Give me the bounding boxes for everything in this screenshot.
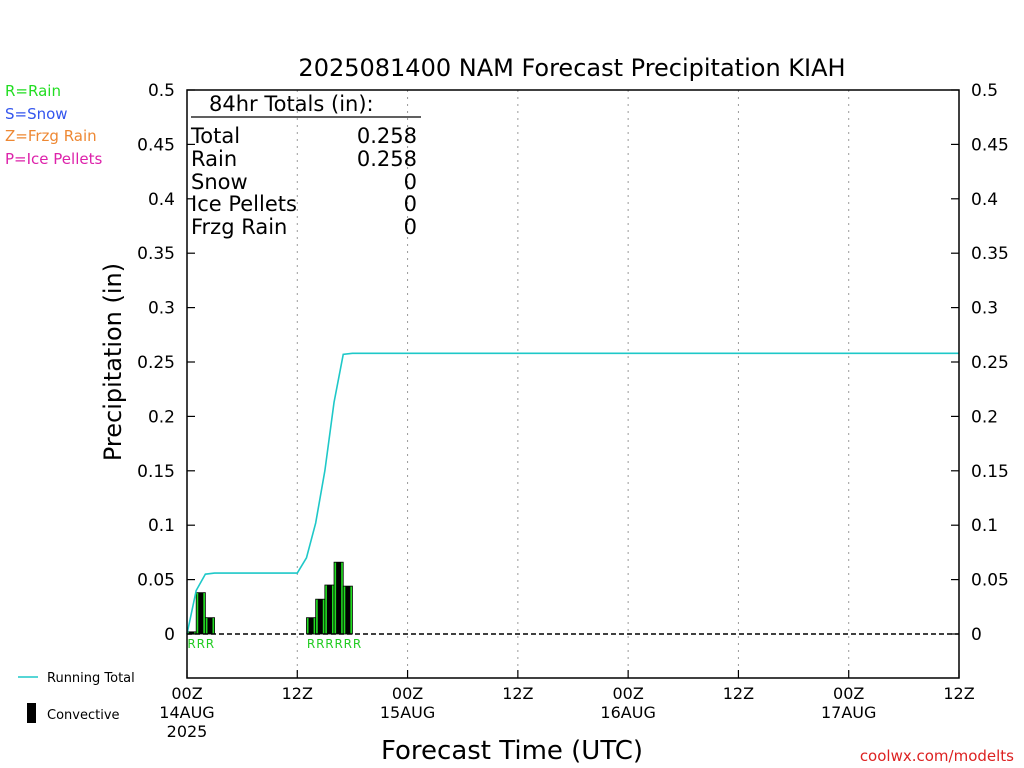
x-tick-label: 2025 — [167, 722, 208, 741]
convective-legend-swatch — [27, 703, 36, 723]
totals-value-total: 0.258 — [357, 124, 417, 148]
convective-bar — [336, 562, 342, 634]
legend-rain: R=Rain — [5, 82, 61, 100]
y-tick-label-left: 0.35 — [137, 244, 175, 264]
y-axis-label: Precipitation (in) — [99, 263, 127, 461]
convective-bar — [308, 617, 314, 634]
totals-label-rain: Rain — [191, 147, 237, 171]
y-tick-label-left: 0.05 — [137, 571, 175, 591]
convective-bar — [345, 586, 351, 634]
x-tick-label: 12Z — [943, 684, 974, 703]
y-tick-label-right: 0.5 — [971, 81, 998, 101]
y-tick-label-right: 0.15 — [971, 462, 1009, 482]
convective-bar — [317, 599, 323, 634]
x-tick-label: 17AUG — [821, 703, 876, 722]
running-total-legend-label: Running Total — [47, 671, 135, 686]
series-legend: Running Total Convective — [18, 671, 135, 723]
convective-bar — [189, 631, 195, 634]
convective-bar — [198, 592, 204, 634]
convective-bar — [326, 585, 332, 634]
y-tick-label-right: 0.3 — [971, 299, 998, 319]
ptype-marker: R — [197, 637, 205, 651]
legend-snow: S=Snow — [5, 105, 68, 123]
totals-value-ice-pellets: 0 — [404, 192, 417, 216]
y-tick-label-right: 0.05 — [971, 571, 1009, 591]
y-tick-label-right: 0.35 — [971, 244, 1009, 264]
y-tick-label-right: 0.25 — [971, 353, 1009, 373]
ptype-marker: R — [344, 637, 352, 651]
y-tick-label-right: 0.1 — [971, 516, 998, 536]
y-tick-label-left: 0.5 — [148, 81, 175, 101]
totals-box: 84hr Totals (in): Total 0.258 Rain 0.258… — [190, 92, 421, 239]
x-tick-label: 00Z — [171, 684, 202, 703]
totals-value-snow: 0 — [404, 170, 417, 194]
y-tick-label-left: 0.45 — [137, 135, 175, 155]
totals-value-frzg-rain: 0 — [404, 215, 417, 239]
x-tick-label: 00Z — [392, 684, 423, 703]
chart-title: 2025081400 NAM Forecast Precipitation KI… — [298, 54, 845, 82]
totals-label-frzg-rain: Frzg Rain — [191, 215, 287, 239]
ptype-marker: R — [187, 637, 195, 651]
x-tick-label: 00Z — [833, 684, 864, 703]
convective-legend-label: Convective — [47, 708, 120, 723]
x-tick-label: 15AUG — [380, 703, 435, 722]
x-tick-label: 00Z — [612, 684, 643, 703]
x-tick-label: 12Z — [502, 684, 533, 703]
x-tick-label: 16AUG — [600, 703, 655, 722]
y-tick-label-left: 0.4 — [148, 190, 175, 210]
convective-bar — [207, 617, 213, 634]
ptype-marker: R — [334, 637, 342, 651]
y-tick-label-left: 0.15 — [137, 462, 175, 482]
ptype-marker: R — [325, 637, 333, 651]
y-tick-label-right: 0.4 — [971, 190, 998, 210]
ptype-marker: R — [307, 637, 315, 651]
y-tick-label-left: 0 — [164, 625, 175, 645]
y-axis-ticks: 0 00.05 0.050.1 0.10.15 0.150.2 0.20.25 0.250.… — [137, 81, 1009, 645]
y-tick-label-left: 0.1 — [148, 516, 175, 536]
y-tick-label-right: 0.2 — [971, 407, 998, 427]
y-tick-label-left: 0.2 — [148, 407, 175, 427]
legend-ice-pellets: P=Ice Pellets — [5, 150, 102, 168]
y-tick-label-right: 0 — [971, 625, 982, 645]
y-tick-label-right: 0.45 — [971, 135, 1009, 155]
x-axis-label: Forecast Time (UTC) — [381, 736, 643, 766]
running-total-line — [186, 352, 959, 635]
totals-label-total: Total — [190, 124, 240, 148]
legend-frzg-rain: Z=Frzg Rain — [5, 127, 97, 145]
y-tick-label-left: 0.3 — [148, 299, 175, 319]
x-tick-label: 12Z — [282, 684, 313, 703]
ptype-marker: R — [353, 637, 361, 651]
ptype-marker: R — [206, 637, 214, 651]
credit-text: coolwx.com/modelts — [860, 747, 1014, 765]
x-tick-label: 12Z — [723, 684, 754, 703]
grid-lines — [296, 90, 850, 678]
ptype-marker: R — [316, 637, 324, 651]
y-tick-label-left: 0.25 — [137, 353, 175, 373]
bar-series — [186, 561, 353, 635]
totals-value-rain: 0.258 — [357, 147, 417, 171]
totals-label-ice-pellets: Ice Pellets — [191, 192, 297, 216]
totals-label-snow: Snow — [191, 170, 248, 194]
x-tick-label: 14AUG — [159, 703, 214, 722]
plot-frame — [186, 89, 960, 679]
ptype-legend: R=Rain S=Snow Z=Frzg Rain P=Ice Pellets — [5, 82, 102, 168]
totals-heading: 84hr Totals (in): — [209, 92, 374, 116]
